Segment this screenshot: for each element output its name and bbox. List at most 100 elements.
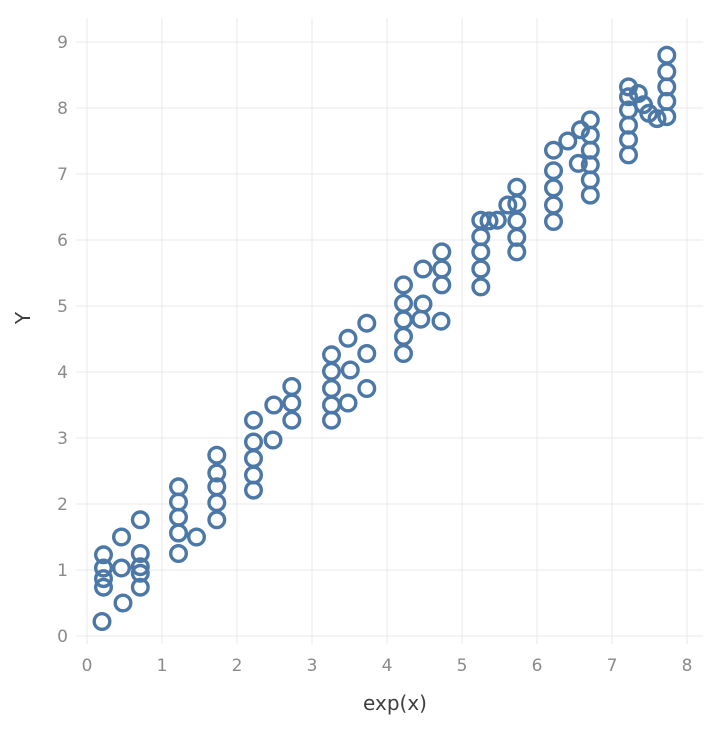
data-point xyxy=(487,210,507,230)
y-tick-label: 9 xyxy=(57,33,68,53)
data-point xyxy=(93,569,113,589)
x-tick-label: 2 xyxy=(232,656,243,676)
gridlines xyxy=(76,18,703,644)
data-point xyxy=(580,110,600,130)
data-point xyxy=(498,195,518,215)
data-point xyxy=(507,242,527,262)
y-tick-label: 2 xyxy=(57,495,68,515)
data-point xyxy=(340,360,360,380)
data-point xyxy=(186,527,206,547)
data-point xyxy=(394,310,414,330)
data-point xyxy=(322,345,342,365)
data-point xyxy=(338,393,358,413)
data-point xyxy=(471,259,491,279)
data-point xyxy=(263,430,283,450)
data-point xyxy=(411,309,431,329)
y-axis-title: Y xyxy=(11,311,35,325)
data-point xyxy=(243,465,263,485)
data-point xyxy=(130,510,150,530)
data-point xyxy=(619,87,639,107)
y-tick-label: 1 xyxy=(57,561,68,581)
data-point xyxy=(130,577,150,597)
data-point xyxy=(130,544,150,564)
data-point xyxy=(432,275,452,295)
data-point xyxy=(544,178,564,198)
data-point xyxy=(431,311,451,331)
x-tick-label: 5 xyxy=(457,656,468,676)
y-tick-label: 6 xyxy=(57,231,68,251)
y-tick-label: 8 xyxy=(57,99,68,119)
data-point xyxy=(544,161,564,181)
data-point xyxy=(558,131,578,151)
data-point xyxy=(394,293,414,313)
data-point xyxy=(93,577,113,597)
data-point xyxy=(357,379,377,399)
data-point xyxy=(168,523,188,543)
tick-labels: 0 1 2 3 4 5 6 7 8 9 0 1 2 3 4 5 6 7 8 xyxy=(57,33,692,676)
data-point xyxy=(243,410,263,430)
data-point xyxy=(357,344,377,364)
data-point xyxy=(207,510,227,530)
data-point xyxy=(207,445,227,465)
data-point xyxy=(580,185,600,205)
data-point xyxy=(322,395,342,415)
x-tick-label: 6 xyxy=(532,656,543,676)
y-tick-label: 0 xyxy=(57,627,68,647)
data-point xyxy=(322,379,342,399)
data-point xyxy=(471,227,491,247)
data-point xyxy=(394,344,414,364)
data-point xyxy=(264,395,284,415)
data-point xyxy=(168,507,188,527)
data-point xyxy=(207,463,227,483)
data-point xyxy=(479,211,499,231)
data-point xyxy=(571,120,591,140)
data-point xyxy=(471,242,491,262)
data-point xyxy=(507,177,527,197)
data-point xyxy=(92,612,112,632)
data-point xyxy=(168,544,188,564)
data-point xyxy=(168,492,188,512)
data-point xyxy=(544,140,564,160)
data-point xyxy=(338,328,358,348)
data-points xyxy=(92,45,677,632)
data-point xyxy=(282,410,302,430)
data-point xyxy=(657,62,677,82)
x-tick-label: 8 xyxy=(682,656,693,676)
data-point xyxy=(394,326,414,346)
data-point xyxy=(432,242,452,262)
data-point xyxy=(93,545,113,565)
data-point xyxy=(471,277,491,297)
x-tick-label: 1 xyxy=(157,656,168,676)
data-point xyxy=(111,527,131,547)
y-tick-label: 3 xyxy=(57,429,68,449)
data-point xyxy=(544,211,564,231)
y-tick-label: 4 xyxy=(57,363,68,383)
data-point xyxy=(413,259,433,279)
x-axis-title: exp(x) xyxy=(363,691,427,715)
data-point xyxy=(657,107,677,127)
data-point xyxy=(647,109,667,129)
y-tick-label: 7 xyxy=(57,165,68,185)
data-point xyxy=(657,45,677,65)
x-tick-label: 7 xyxy=(607,656,618,676)
data-point xyxy=(207,493,227,513)
data-point xyxy=(168,477,188,497)
data-point xyxy=(282,377,302,397)
data-point xyxy=(322,410,342,430)
data-point xyxy=(507,211,527,231)
data-point xyxy=(413,294,433,314)
data-point xyxy=(130,557,150,577)
data-point xyxy=(243,449,263,469)
data-point xyxy=(619,145,639,165)
x-tick-label: 0 xyxy=(82,656,93,676)
x-tick-label: 4 xyxy=(382,656,393,676)
data-point xyxy=(243,432,263,452)
data-point xyxy=(432,259,452,279)
data-point xyxy=(544,195,564,215)
x-tick-label: 3 xyxy=(307,656,318,676)
data-point xyxy=(111,558,131,578)
y-tick-label: 5 xyxy=(57,297,68,317)
data-point xyxy=(282,393,302,413)
